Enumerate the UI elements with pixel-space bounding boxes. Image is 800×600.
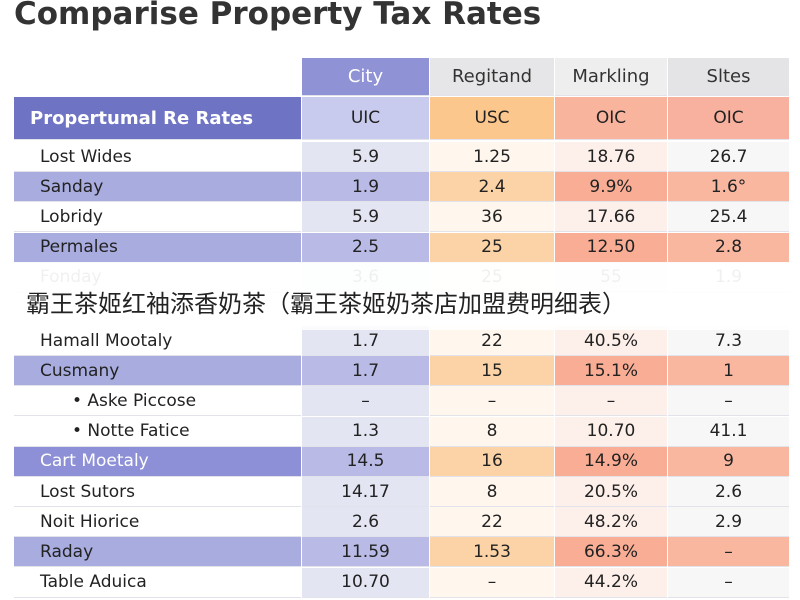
row-label: • Aske Piccose	[14, 386, 301, 417]
row-cell: 22	[430, 326, 554, 356]
row-label: Permales	[14, 232, 301, 263]
row-cell: 66.3%	[555, 537, 667, 568]
subheader-cell: OIC	[668, 97, 789, 140]
row-label: Sanday	[14, 172, 301, 203]
row-cell: –	[668, 567, 789, 598]
column-header: Regitand	[430, 58, 554, 96]
row-label: Hamall Mootaly	[14, 326, 301, 356]
row-cell: 9.9%	[555, 172, 667, 203]
row-cell: 10.70	[555, 416, 667, 447]
banner-text: 霸王茶姬红袖添香奶茶（霸王茶姬奶茶店加盟费明细表）	[26, 290, 626, 318]
row-cell: 1.25	[430, 142, 554, 172]
row-cell: 9	[668, 446, 789, 477]
row-cell: 1.9	[302, 172, 429, 203]
row-cell: –	[668, 537, 789, 568]
banner-overlay	[0, 262, 800, 330]
subheader-cell: USC	[430, 97, 554, 140]
row-label: Lobridy	[14, 202, 301, 233]
row-label: Lost Wides	[14, 142, 301, 172]
row-cell: 12.50	[555, 232, 667, 263]
row-cell: –	[430, 386, 554, 417]
row-cell: 40.5%	[555, 326, 667, 356]
row-cell: –	[555, 386, 667, 417]
row-cell: 5.9	[302, 142, 429, 172]
row-label: Lost Sutors	[14, 477, 301, 507]
row-cell: 8	[430, 477, 554, 507]
row-cell: 17.66	[555, 202, 667, 233]
row-label: Table Aduica	[14, 567, 301, 598]
subheader-cell: OIC	[555, 97, 667, 140]
row-cell: 15.1%	[555, 356, 667, 387]
row-cell: 41.1	[668, 416, 789, 447]
row-label: Cusmany	[14, 356, 301, 387]
row-cell: 11.59	[302, 537, 429, 568]
row-cell: 1.7	[302, 326, 429, 356]
row-cell: 22	[430, 507, 554, 538]
row-cell: 1.6°	[668, 172, 789, 203]
row-cell: 2.6	[668, 477, 789, 507]
row-cell: 26.7	[668, 142, 789, 172]
row-cell: –	[302, 386, 429, 417]
row-cell: 2.8	[668, 232, 789, 263]
row-cell: 18.76	[555, 142, 667, 172]
row-cell: –	[668, 386, 789, 417]
row-cell: 5.9	[302, 202, 429, 233]
column-header: City	[302, 58, 429, 96]
row-cell: 14.5	[302, 446, 429, 477]
row-cell: 1.7	[302, 356, 429, 387]
row-cell: 14.9%	[555, 446, 667, 477]
title: Comparise Property Tax Rates	[14, 0, 542, 32]
row-cell: 48.2%	[555, 507, 667, 538]
row-cell: 16	[430, 446, 554, 477]
row-label: • Notte Fatice	[14, 416, 301, 447]
row-cell: 7.3	[668, 326, 789, 356]
row-cell: 1	[668, 356, 789, 387]
row-cell: 8	[430, 416, 554, 447]
row-cell: 1.53	[430, 537, 554, 568]
column-header: Sltes	[668, 58, 789, 96]
row-cell: 36	[430, 202, 554, 233]
column-header: Markling	[555, 58, 667, 96]
row-cell: 20.5%	[555, 477, 667, 507]
row-cell: 2.6	[302, 507, 429, 538]
row-cell: 2.9	[668, 507, 789, 538]
row-cell: 1.3	[302, 416, 429, 447]
row-cell: –	[430, 567, 554, 598]
row-cell: 14.17	[302, 477, 429, 507]
row-label: Noit Hiorice	[14, 507, 301, 538]
row-label: Cart Moetaly	[14, 446, 301, 477]
subheader-label: Propertumal Re Rates	[14, 97, 301, 140]
row-cell: 44.2%	[555, 567, 667, 598]
row-cell: 2.4	[430, 172, 554, 203]
row-cell: 15	[430, 356, 554, 387]
subheader-cell: UIC	[302, 97, 429, 140]
row-cell: 25	[430, 232, 554, 263]
row-cell: 10.70	[302, 567, 429, 598]
row-cell: 2.5	[302, 232, 429, 263]
row-cell: 25.4	[668, 202, 789, 233]
row-label: Raday	[14, 537, 301, 568]
